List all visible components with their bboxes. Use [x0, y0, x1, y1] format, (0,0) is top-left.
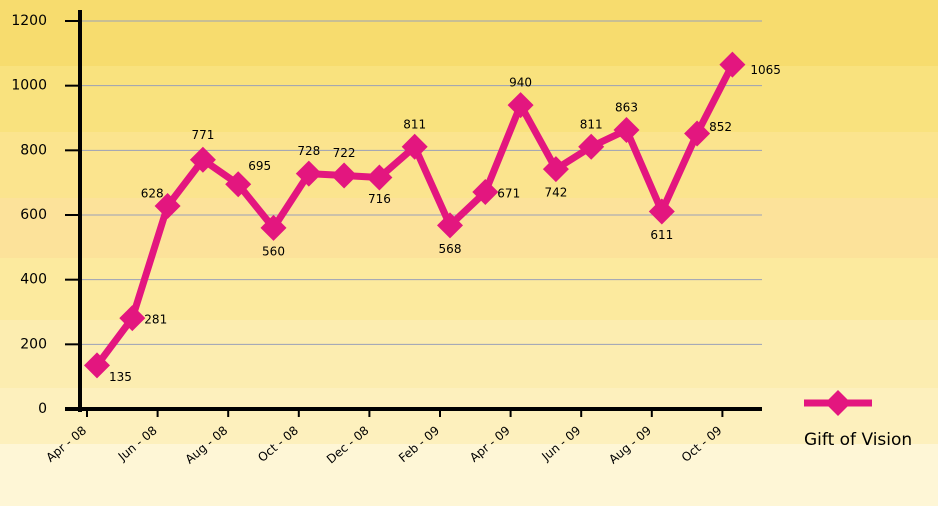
marker: [401, 133, 428, 160]
data-label: 722: [333, 146, 356, 160]
marker: [260, 214, 287, 241]
data-label: 281: [144, 313, 167, 327]
data-label: 742: [544, 186, 567, 200]
marker: [578, 133, 605, 160]
data-label: 695: [248, 159, 271, 173]
data-label: 863: [615, 100, 638, 114]
data-label: 560: [262, 244, 285, 258]
data-label: 671: [497, 187, 520, 201]
marker: [719, 51, 746, 78]
data-label: 940: [509, 76, 532, 90]
marker: [472, 179, 499, 206]
legend-label: Gift of Vision: [804, 430, 912, 450]
marker: [154, 192, 181, 219]
data-label: 728: [297, 144, 320, 158]
marker: [366, 164, 393, 191]
data-label: 811: [403, 117, 426, 131]
data-label: 716: [368, 192, 391, 206]
y-tick-label: 400: [20, 272, 47, 288]
data-label: 611: [650, 228, 673, 242]
data-label: 628: [141, 186, 164, 200]
data-label: 1065: [750, 63, 781, 77]
marker: [119, 305, 146, 332]
data-label: 852: [709, 120, 732, 134]
y-tick-label: 1200: [11, 13, 47, 29]
data-label: 135: [109, 370, 132, 384]
y-tick-label: 1000: [11, 78, 47, 94]
marker: [507, 92, 534, 119]
marker: [189, 146, 216, 173]
marker: [648, 198, 675, 225]
marker: [295, 160, 322, 187]
marker: [331, 162, 358, 189]
data-label: 568: [439, 242, 462, 256]
marker: [613, 116, 640, 143]
marker: [437, 212, 463, 239]
y-tick-label: 800: [20, 142, 47, 158]
y-tick-label: 0: [38, 401, 47, 417]
marker: [684, 120, 711, 147]
data-label: 771: [191, 128, 214, 142]
y-tick-label: 600: [20, 207, 47, 223]
marker: [84, 352, 110, 379]
legend-marker: [825, 390, 851, 416]
y-tick-label: 200: [20, 336, 47, 352]
marker: [542, 156, 569, 183]
data-label: 811: [580, 117, 603, 131]
marker: [225, 171, 252, 198]
